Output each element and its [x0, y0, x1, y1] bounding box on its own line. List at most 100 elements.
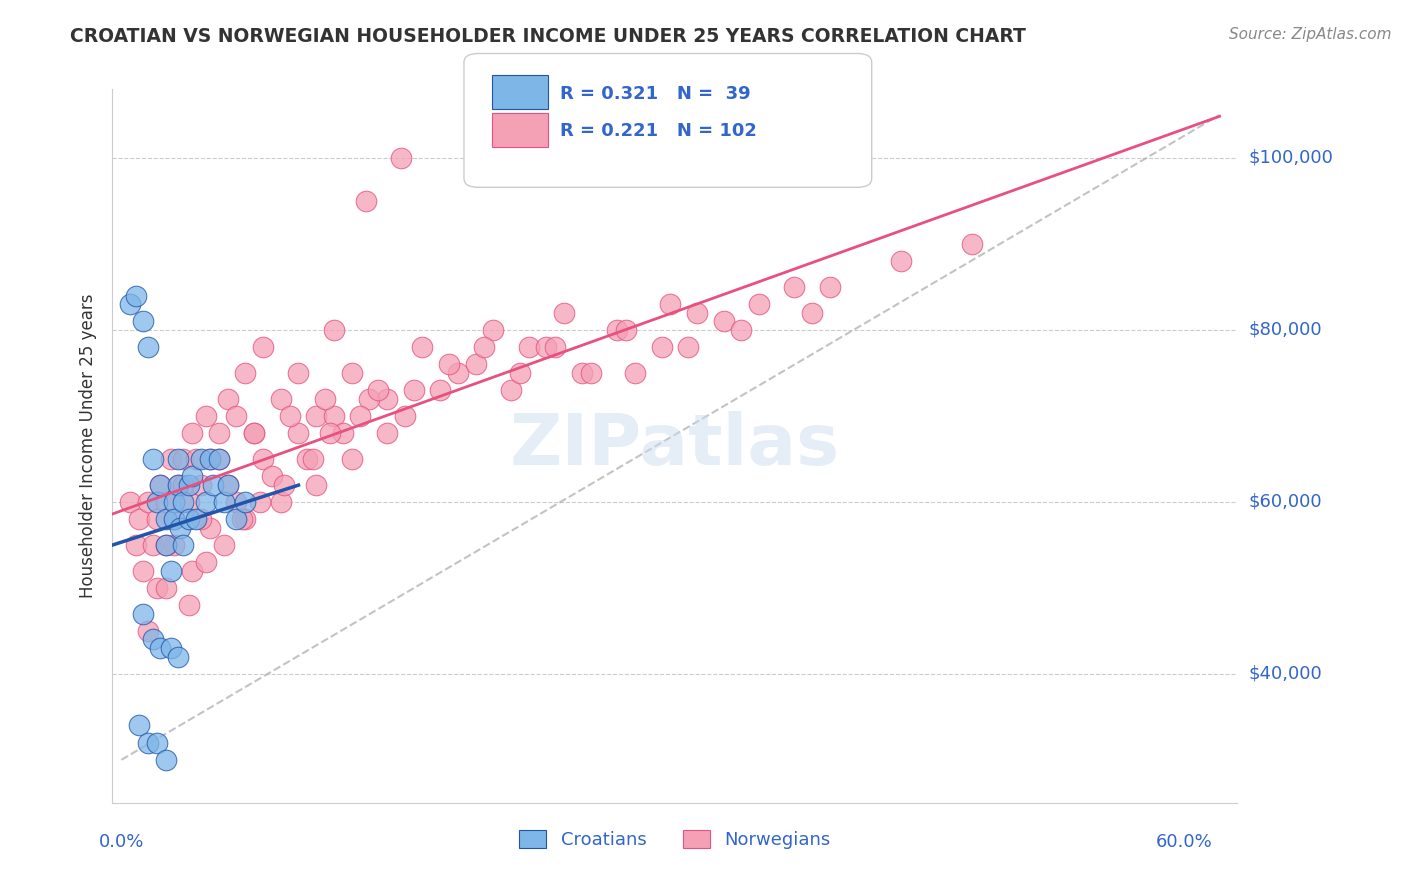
Point [614, 323, 637, 337]
Point [167, 451, 190, 466]
Point [120, 495, 142, 509]
Point [142, 451, 165, 466]
Point [517, 340, 540, 354]
Point [818, 280, 841, 294]
Point [142, 538, 165, 552]
Point [160, 451, 183, 466]
Point [305, 477, 328, 491]
Point [136, 736, 159, 750]
Point [375, 392, 398, 406]
Text: 60.0%: 60.0% [1156, 833, 1212, 851]
Point [172, 538, 194, 552]
Point [314, 392, 336, 406]
Point [367, 383, 389, 397]
Point [225, 409, 247, 423]
Point [783, 280, 806, 294]
Point [155, 538, 177, 552]
Point [340, 366, 363, 380]
Point [730, 323, 752, 337]
Point [163, 495, 186, 509]
Point [195, 409, 218, 423]
Point [190, 451, 212, 466]
Point [177, 598, 200, 612]
Point [172, 451, 194, 466]
Point [287, 366, 309, 380]
Point [128, 512, 150, 526]
Point [394, 409, 416, 423]
Point [155, 538, 177, 552]
Point [890, 254, 912, 268]
Point [571, 366, 593, 380]
Point [145, 581, 167, 595]
Point [411, 340, 433, 354]
Text: $100,000: $100,000 [1249, 149, 1333, 167]
Point [184, 512, 207, 526]
Point [181, 426, 204, 441]
Point [402, 383, 425, 397]
Point [319, 426, 342, 441]
Point [177, 495, 200, 509]
Point [149, 477, 172, 491]
Point [233, 512, 256, 526]
Point [536, 340, 558, 354]
Point [177, 477, 200, 491]
Point [202, 477, 225, 491]
Point [429, 383, 451, 397]
Text: Source: ZipAtlas.com: Source: ZipAtlas.com [1229, 27, 1392, 42]
Point [124, 538, 146, 552]
Point [544, 340, 567, 354]
Point [960, 236, 983, 251]
Point [190, 477, 212, 491]
Point [172, 495, 194, 509]
Point [651, 340, 673, 354]
Point [322, 409, 344, 423]
Text: $80,000: $80,000 [1249, 321, 1322, 339]
Point [225, 495, 247, 509]
Legend: Croatians, Norwegians: Croatians, Norwegians [510, 821, 839, 858]
Point [208, 426, 231, 441]
Point [167, 477, 190, 491]
Point [155, 753, 177, 767]
Point [509, 366, 531, 380]
Point [177, 512, 200, 526]
Point [163, 512, 186, 526]
Text: R = 0.221   N = 102: R = 0.221 N = 102 [560, 122, 756, 140]
Point [287, 426, 309, 441]
Point [198, 521, 221, 535]
Point [270, 392, 292, 406]
Point [212, 495, 235, 509]
Point [212, 538, 235, 552]
Point [184, 451, 207, 466]
Point [160, 641, 183, 656]
Point [217, 477, 239, 491]
Point [354, 194, 377, 208]
Text: ZIPatlas: ZIPatlas [510, 411, 839, 481]
Point [163, 512, 186, 526]
Point [437, 357, 460, 371]
Point [482, 323, 505, 337]
Point [181, 469, 204, 483]
Text: R = 0.321   N =  39: R = 0.321 N = 39 [560, 85, 751, 103]
Point [217, 477, 239, 491]
Point [208, 451, 231, 466]
Point [748, 297, 770, 311]
Point [142, 632, 165, 647]
Point [124, 288, 146, 302]
Point [606, 323, 628, 337]
Point [243, 426, 266, 441]
Point [155, 512, 177, 526]
Text: CROATIAN VS NORWEGIAN HOUSEHOLDER INCOME UNDER 25 YEARS CORRELATION CHART: CROATIAN VS NORWEGIAN HOUSEHOLDER INCOME… [70, 27, 1026, 45]
Point [181, 564, 204, 578]
Point [553, 306, 575, 320]
Point [474, 340, 496, 354]
Point [172, 477, 194, 491]
Y-axis label: Householder Income Under 25 years: Householder Income Under 25 years [79, 293, 97, 599]
Point [167, 477, 190, 491]
Point [155, 495, 177, 509]
Point [375, 426, 398, 441]
Point [208, 451, 231, 466]
Point [233, 366, 256, 380]
Point [260, 469, 283, 483]
Point [305, 409, 328, 423]
Point [231, 512, 253, 526]
